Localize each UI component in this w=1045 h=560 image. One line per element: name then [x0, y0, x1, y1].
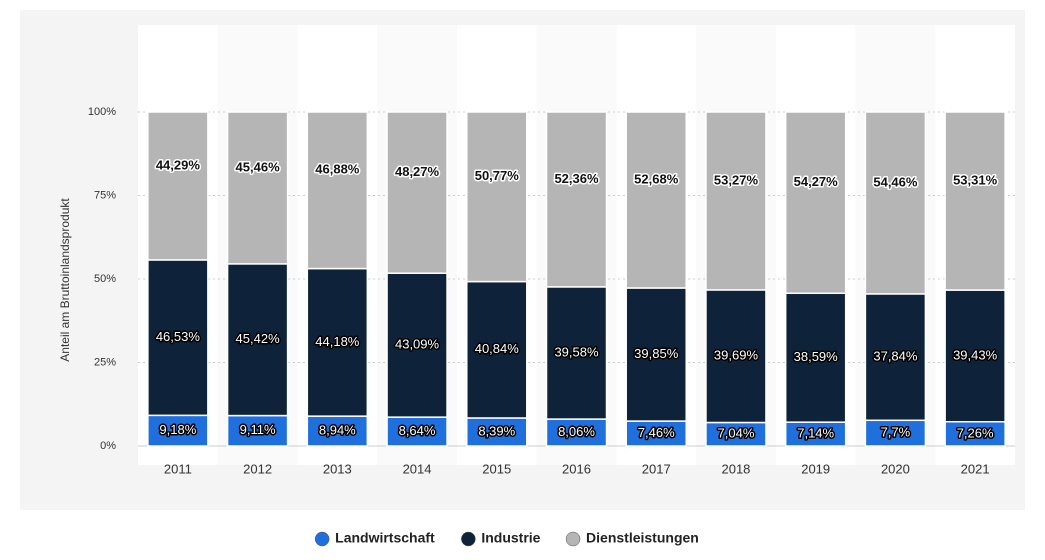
- bar-segment: [386, 111, 448, 274]
- legend-label: Landwirtschaft: [335, 530, 435, 546]
- x-tick-label: 2016: [562, 461, 591, 476]
- bar-segment: [147, 414, 209, 447]
- y-tick-label: 100%: [88, 106, 116, 118]
- data-label: 54,27%: [794, 174, 839, 189]
- x-tick-label: 2018: [721, 461, 750, 476]
- bar-segment: [625, 420, 687, 447]
- data-label: 9,18%: [159, 422, 196, 437]
- data-label: 8,39%: [478, 423, 515, 438]
- x-tick-label: 2014: [403, 461, 432, 476]
- data-label: 46,53%: [156, 329, 201, 344]
- data-label: 40,84%: [475, 341, 520, 356]
- data-label: 45,42%: [236, 331, 281, 346]
- data-label: 52,36%: [554, 171, 599, 186]
- bar-segment: [226, 414, 289, 447]
- data-label: 37,84%: [873, 349, 918, 364]
- data-label: 7,14%: [797, 426, 834, 441]
- data-label: 48,27%: [395, 164, 440, 179]
- data-label: 53,31%: [953, 172, 998, 187]
- data-label: 7,46%: [638, 425, 675, 440]
- bar-segment: [944, 111, 1006, 291]
- data-label: 8,06%: [558, 424, 595, 439]
- bar-segment: [545, 111, 608, 288]
- data-label: 7,7%: [881, 425, 911, 440]
- bar-segment: [784, 111, 847, 295]
- data-label: 54,46%: [873, 174, 918, 189]
- y-tick-label: 0%: [100, 440, 116, 452]
- bar-segment: [944, 421, 1006, 447]
- data-label: 39,85%: [634, 346, 679, 361]
- bar-segment: [864, 293, 927, 422]
- x-tick-label: 2012: [243, 461, 272, 476]
- data-label: 8,94%: [319, 423, 356, 438]
- data-label: 53,27%: [714, 172, 759, 187]
- bar-segment: [944, 289, 1006, 423]
- bar-segment: [306, 415, 369, 447]
- legend-label: Industrie: [481, 530, 540, 546]
- x-tick-label: 2021: [961, 461, 990, 476]
- data-label: 52,68%: [634, 171, 679, 186]
- data-label: 43,09%: [395, 337, 440, 352]
- y-axis-label: Anteil am Bruttoinlandsprodukt: [58, 198, 72, 362]
- x-tick-label: 2013: [323, 461, 352, 476]
- bar-segment: [784, 292, 847, 423]
- bar-segment: [147, 259, 209, 417]
- bar-segment: [705, 289, 767, 424]
- bar-segment: [466, 111, 528, 283]
- x-tick-label: 2015: [482, 461, 511, 476]
- bar-segment: [466, 280, 528, 419]
- bar-segment: [147, 111, 209, 261]
- data-label: 7,04%: [718, 426, 755, 441]
- y-tick-label: 75%: [94, 189, 116, 201]
- x-tick-label: 2017: [642, 461, 671, 476]
- y-tick-label: 50%: [94, 273, 116, 285]
- data-label: 46,88%: [315, 162, 360, 177]
- data-label: 7,26%: [957, 425, 994, 440]
- bar-segment: [705, 111, 767, 291]
- bar-segment: [545, 286, 608, 420]
- bar-segment: [306, 111, 369, 270]
- x-tick-label: 2019: [801, 461, 830, 476]
- x-tick-label: 2011: [164, 461, 192, 476]
- legend-label: Dienstleistungen: [586, 530, 699, 546]
- data-label: 50,77%: [475, 168, 520, 183]
- bar-segment: [864, 111, 927, 295]
- bar-segment: [226, 263, 289, 417]
- bar-segment: [864, 419, 927, 447]
- data-label: 45,46%: [236, 159, 281, 174]
- data-label: 8,64%: [399, 423, 436, 438]
- data-label: 39,43%: [953, 347, 998, 362]
- x-tick-label: 2020: [881, 461, 910, 476]
- data-label: 9,11%: [240, 422, 276, 437]
- legend-swatch: [565, 531, 581, 547]
- data-label: 39,69%: [714, 348, 759, 363]
- data-label: 44,29%: [156, 157, 201, 172]
- data-label: 44,18%: [315, 334, 360, 349]
- y-tick-label: 25%: [94, 356, 116, 368]
- data-label: 38,59%: [794, 349, 839, 364]
- data-label: 39,58%: [554, 344, 599, 359]
- bar-segment: [466, 417, 528, 447]
- legend-swatch: [461, 531, 476, 547]
- legend-swatch: [314, 531, 330, 547]
- bar-segment: [625, 111, 687, 289]
- bar-segment: [226, 111, 289, 265]
